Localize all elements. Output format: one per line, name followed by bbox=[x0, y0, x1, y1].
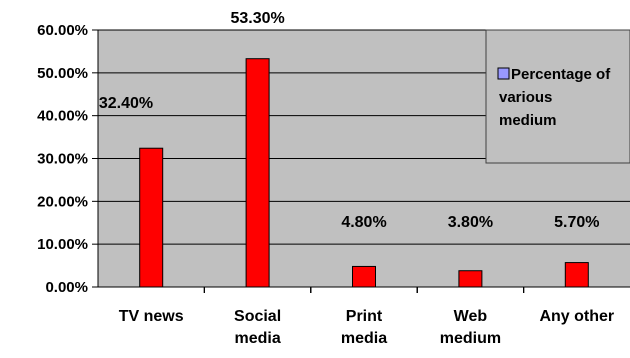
data-label: 32.40% bbox=[99, 95, 153, 112]
data-label: 3.80% bbox=[448, 214, 493, 231]
y-tick-label: 10.00% bbox=[37, 236, 88, 253]
bar bbox=[245, 58, 270, 288]
data-label: 53.30% bbox=[230, 10, 284, 27]
y-tick-label: 40.00% bbox=[37, 108, 88, 125]
y-axis-ticks: 0.00% 10.00% 20.00% 30.00% 40.00% 50.00% 60.00… bbox=[37, 22, 98, 296]
y-tick-label: 30.00% bbox=[37, 151, 88, 168]
legend-box bbox=[485, 29, 630, 164]
category-label: Print media bbox=[341, 308, 387, 347]
legend-label: Percentage of various medium bbox=[499, 66, 611, 129]
data-labels: 32.40% 53.30% 4.80% 3.80% 5.70% bbox=[99, 10, 600, 231]
category-label: Web medium bbox=[440, 308, 501, 347]
bar bbox=[139, 147, 164, 288]
data-label: 5.70% bbox=[554, 214, 599, 231]
legend: Percentage of various medium bbox=[485, 29, 630, 164]
y-tick-label: 60.00% bbox=[37, 22, 88, 39]
bar bbox=[458, 270, 483, 288]
y-tick-label: 50.00% bbox=[37, 65, 88, 82]
category-label: Social media bbox=[234, 308, 281, 347]
bar bbox=[564, 262, 589, 288]
y-tick-label: 0.00% bbox=[45, 279, 88, 296]
data-label: 4.80% bbox=[341, 214, 386, 231]
category-labels: TV news Social media Print media Web medium Any… bbox=[119, 308, 614, 347]
legend-marker bbox=[497, 67, 510, 80]
y-tick-label: 20.00% bbox=[37, 193, 88, 210]
bars bbox=[139, 58, 589, 293]
bar bbox=[352, 265, 376, 288]
category-label: TV news bbox=[119, 308, 184, 325]
category-label: Any other bbox=[539, 308, 614, 325]
